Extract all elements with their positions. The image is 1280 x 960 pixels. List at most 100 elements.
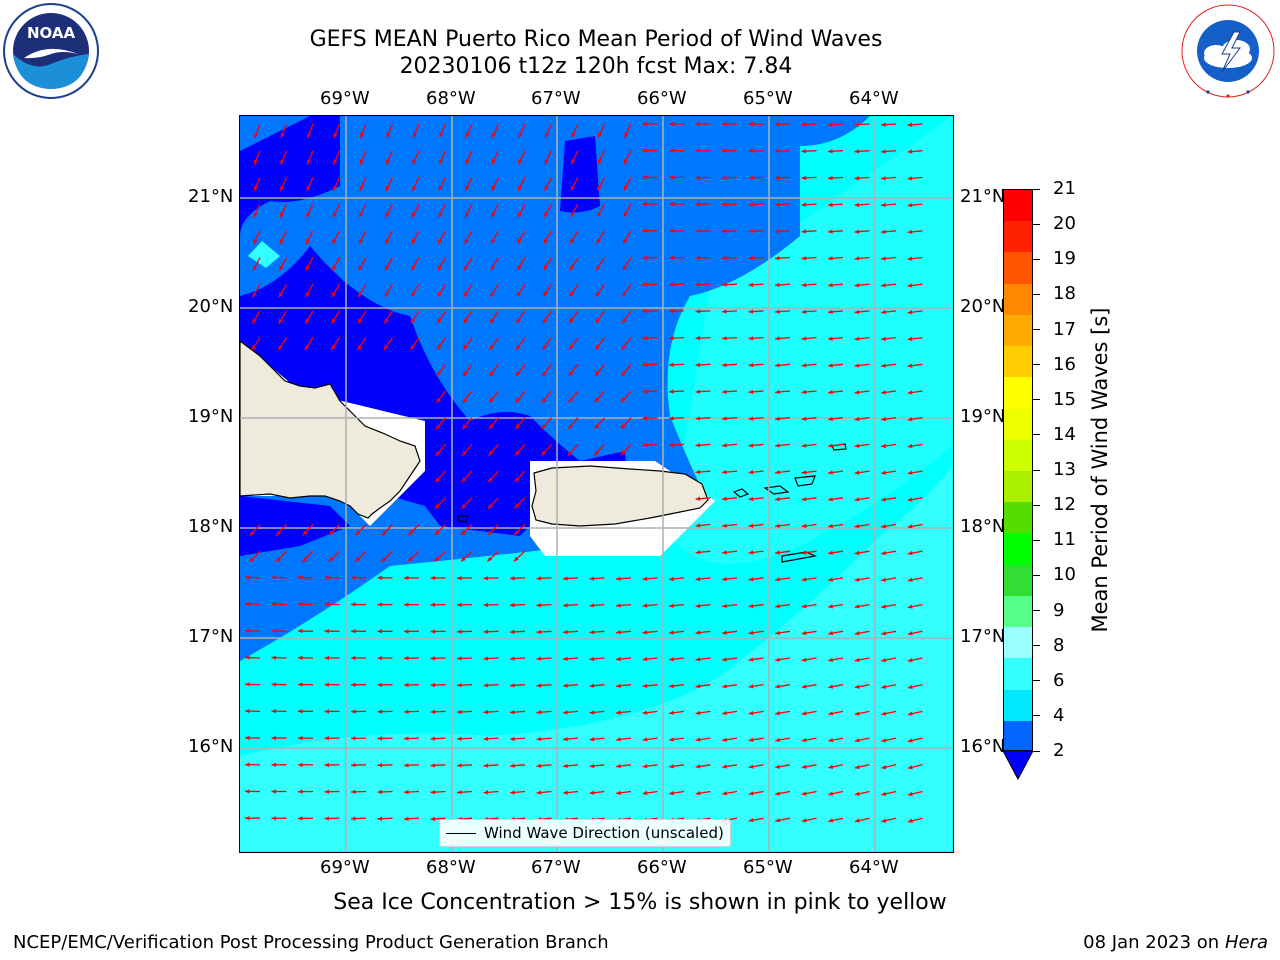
wind-wave-arrow-head [722, 657, 727, 662]
nws-logo [1178, 2, 1278, 100]
wind-wave-arrow-head [801, 443, 807, 448]
wind-wave-arrow-head [377, 736, 383, 741]
wind-wave-arrow-head [489, 344, 495, 350]
wind-wave-arrow-head [589, 790, 595, 795]
wind-wave-arrow-head [377, 655, 383, 661]
colorbar-tick-mark [1033, 258, 1040, 260]
wind-wave-arrow-head [536, 629, 542, 635]
wind-wave-arrow-head [253, 212, 258, 218]
wind-wave-arrow-head [907, 684, 913, 690]
wind-wave-arrow-head [518, 132, 523, 138]
wind-wave-arrow-head [854, 631, 860, 636]
wind-wave-arrow-head [359, 159, 364, 165]
wind-wave-arrow-head [624, 159, 629, 165]
wind-wave-arrow-head [881, 309, 886, 315]
colorbar-tick-label: 18 [1053, 283, 1076, 305]
wind-wave-arrow-head [437, 291, 442, 297]
wind-wave-arrow-head [616, 603, 621, 608]
wind-wave-arrow-head [490, 265, 495, 271]
wind-wave-arrow-head [669, 362, 674, 367]
wind-wave-arrow-head [404, 682, 409, 688]
wind-wave-arrow-head [543, 265, 548, 271]
wind-wave-arrow-head [722, 416, 727, 421]
colorbar-tick-mark [1033, 469, 1040, 471]
wind-wave-arrow-head [854, 149, 860, 154]
colorbar-tick-mark [1033, 750, 1040, 752]
wave-period-field [240, 116, 952, 851]
wind-wave-arrow-head [245, 735, 250, 741]
wind-wave-arrow-head [695, 603, 701, 608]
wind-wave-arrow-head [298, 575, 303, 580]
colorbar-tick-mark [1033, 645, 1040, 647]
wind-wave-arrow-head [510, 629, 515, 635]
wind-wave-arrow-head [828, 818, 834, 823]
wind-wave-arrow-head [510, 790, 515, 795]
wind-wave-arrow-head [907, 631, 913, 636]
wind-wave-arrow-head [510, 736, 515, 742]
wind-wave-arrow-head [563, 710, 568, 715]
wind-wave-arrow-head [351, 655, 356, 661]
latitude-label-right: 18°N [960, 516, 1006, 537]
colorbar-tick-mark [1033, 188, 1040, 190]
wind-wave-arrow-head [642, 335, 648, 341]
latitude-label-left: 16°N [188, 736, 234, 757]
wind-wave-arrow-head [408, 556, 413, 562]
wind-wave-arrow-head [271, 575, 277, 580]
wind-wave-arrow-head [642, 175, 648, 180]
wind-wave-arrow-head [438, 212, 443, 218]
wind-wave-arrow-head [775, 416, 780, 421]
wind-wave-arrow-head [828, 764, 834, 770]
wind-wave-arrow-head [324, 762, 330, 768]
colorbar-tick-mark [1033, 329, 1040, 330]
wind-wave-arrow-head [907, 229, 913, 235]
wind-wave-arrow-head [881, 577, 887, 582]
wind-wave-arrow-head [801, 309, 807, 314]
wind-wave-arrow-head [722, 710, 727, 716]
wind-wave-arrow-head [775, 148, 780, 154]
colorbar-tick-label: 4 [1053, 704, 1065, 726]
wind-wave-arrow-head [306, 239, 311, 245]
wind-wave-arrow-head [490, 318, 495, 324]
wind-wave-arrow-head [907, 604, 913, 609]
wind-wave-arrow-head [271, 789, 277, 794]
wind-wave-arrow-head [483, 656, 489, 661]
wind-wave-arrow-head [881, 363, 886, 368]
chart-title: GEFS MEAN Puerto Rico Mean Period of Win… [309, 27, 883, 52]
wind-wave-arrow-head [722, 336, 727, 341]
wind-wave-arrow-head [722, 737, 727, 742]
colorbar-tick-mark [1033, 434, 1040, 436]
wind-wave-arrow-head [722, 362, 727, 368]
colorbar-tick-label: 21 [1053, 178, 1076, 199]
wind-wave-arrow-head [828, 122, 833, 127]
wind-wave-arrow-head [775, 577, 780, 582]
wind-wave-arrow-head [514, 530, 519, 535]
wind-wave-arrow-head [386, 132, 391, 138]
wind-wave-arrow-head [596, 291, 601, 297]
colorbar-tick-label: 17 [1053, 318, 1076, 340]
wind-wave-arrow-head [616, 790, 621, 796]
wind-wave-arrow-head [271, 735, 277, 741]
wind-wave-arrow-head [828, 737, 834, 743]
wind-wave-arrow-head [597, 159, 602, 165]
wind-wave-arrow-head [722, 228, 727, 234]
hispaniola-land [240, 340, 421, 519]
wind-wave-arrow-head [384, 318, 389, 324]
wind-wave-arrow-head [536, 656, 542, 661]
wind-wave-arrow-head [563, 683, 568, 688]
wind-wave-arrow-head [695, 710, 701, 716]
wind-wave-arrow-head [536, 683, 542, 688]
wind-wave-arrow-head [563, 656, 568, 661]
wind-wave-arrow-head [907, 417, 913, 422]
wind-wave-arrow-head [589, 737, 595, 742]
wind-wave-arrow-head [642, 121, 648, 126]
wind-wave-arrow-head [328, 557, 334, 562]
wind-wave-arrow-head [483, 576, 489, 581]
wind-wave-arrow-head [907, 283, 913, 288]
wind-wave-arrow-head [411, 238, 416, 244]
wind-wave-arrow-head [854, 283, 860, 288]
wind-wave-arrow-head [695, 309, 701, 314]
wind-wave-arrow-head [457, 736, 462, 741]
wind-wave-arrow-head [596, 238, 601, 244]
wind-wave-arrow-head [907, 738, 913, 743]
colorbar-tick-label: 12 [1053, 494, 1076, 516]
